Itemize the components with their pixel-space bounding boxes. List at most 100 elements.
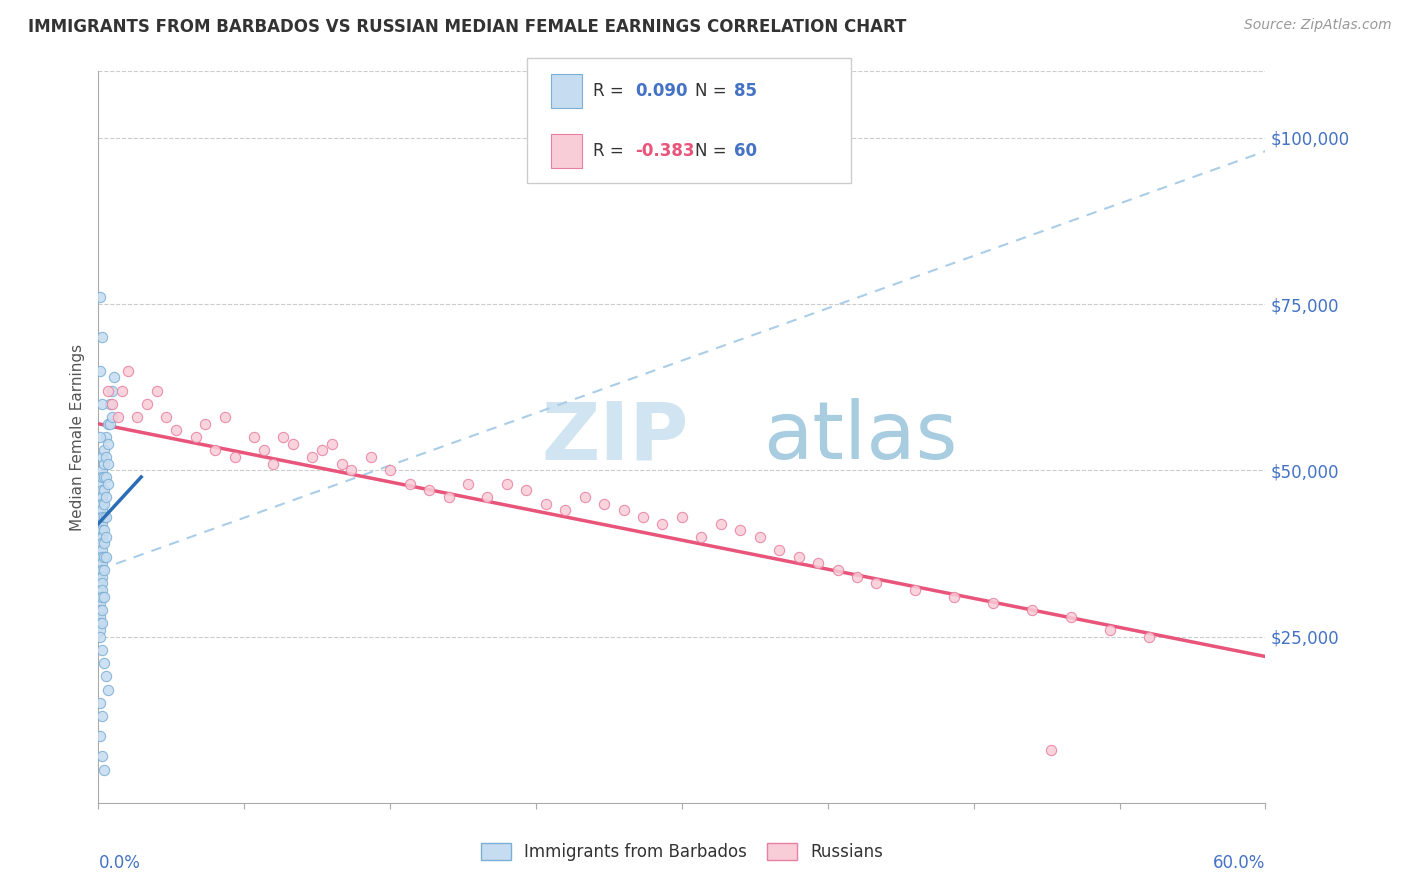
Point: [91, 497, 114, 511]
Point: [96, 490, 118, 504]
Point: [748, 530, 770, 544]
Point: [380, 463, 402, 477]
Point: [631, 509, 654, 524]
Point: [787, 549, 810, 564]
Point: [846, 570, 869, 584]
Point: [146, 384, 169, 398]
Text: -0.383: -0.383: [636, 142, 695, 160]
Point: [91, 509, 114, 524]
Point: [194, 417, 217, 431]
Point: [91, 576, 114, 591]
Point: [89, 490, 111, 504]
Point: [96, 450, 118, 464]
Point: [89, 630, 111, 644]
Point: [91, 603, 114, 617]
Point: [593, 497, 616, 511]
Point: [89, 616, 111, 631]
Point: [1137, 630, 1160, 644]
Point: [243, 430, 266, 444]
Point: [360, 450, 382, 464]
Point: [155, 410, 177, 425]
Point: [91, 483, 114, 498]
Point: [89, 523, 111, 537]
Point: [311, 443, 333, 458]
Point: [98, 397, 121, 411]
Point: [96, 669, 118, 683]
Point: [93, 536, 115, 550]
Point: [1021, 603, 1043, 617]
Point: [321, 436, 343, 450]
Text: ZIP: ZIP: [541, 398, 689, 476]
Point: [107, 410, 129, 425]
Point: [91, 549, 114, 564]
Point: [91, 470, 114, 484]
Point: [91, 590, 114, 604]
Point: [981, 596, 1004, 610]
Y-axis label: Median Female Earnings: Median Female Earnings: [69, 343, 84, 531]
Point: [1098, 623, 1121, 637]
Point: [515, 483, 537, 498]
Point: [91, 516, 114, 531]
Point: [91, 709, 114, 723]
Point: [89, 363, 111, 377]
Point: [224, 450, 246, 464]
Point: [93, 656, 115, 670]
Point: [204, 443, 226, 458]
Point: [91, 570, 114, 584]
Point: [827, 563, 849, 577]
Point: [271, 430, 294, 444]
Point: [330, 457, 353, 471]
Point: [89, 570, 111, 584]
Point: [437, 490, 460, 504]
Point: [101, 384, 124, 398]
Point: [89, 509, 111, 524]
Text: N =: N =: [695, 142, 731, 160]
Point: [93, 497, 115, 511]
Point: [89, 729, 111, 743]
Point: [690, 530, 713, 544]
Text: 0.090: 0.090: [636, 82, 688, 100]
Point: [97, 476, 120, 491]
Point: [534, 497, 557, 511]
Point: [89, 596, 111, 610]
Point: [89, 582, 111, 597]
Point: [730, 523, 752, 537]
Point: [91, 523, 114, 537]
Point: [93, 443, 115, 458]
Point: [91, 643, 114, 657]
Point: [89, 603, 111, 617]
Point: [262, 457, 284, 471]
Point: [554, 503, 576, 517]
Point: [91, 450, 114, 464]
Point: [89, 576, 111, 591]
Point: [281, 436, 304, 450]
Point: [93, 549, 115, 564]
Point: [91, 463, 114, 477]
Point: [89, 557, 111, 571]
Point: [807, 557, 830, 571]
Text: R =: R =: [593, 142, 630, 160]
Point: [97, 682, 120, 697]
Point: [93, 523, 115, 537]
Point: [91, 582, 114, 597]
Point: [710, 516, 733, 531]
Text: 85: 85: [734, 82, 756, 100]
Point: [89, 549, 111, 564]
Point: [768, 543, 790, 558]
Point: [418, 483, 440, 498]
Point: [301, 450, 323, 464]
Point: [91, 557, 114, 571]
Point: [93, 590, 115, 604]
Point: [91, 330, 114, 344]
Text: 60.0%: 60.0%: [1213, 854, 1265, 872]
Point: [91, 536, 114, 550]
Point: [111, 384, 134, 398]
Point: [865, 576, 887, 591]
Point: [89, 696, 111, 710]
Point: [340, 463, 363, 477]
Point: [613, 503, 636, 517]
Text: N =: N =: [695, 82, 731, 100]
Point: [93, 483, 115, 498]
Point: [93, 563, 115, 577]
Point: [89, 530, 111, 544]
